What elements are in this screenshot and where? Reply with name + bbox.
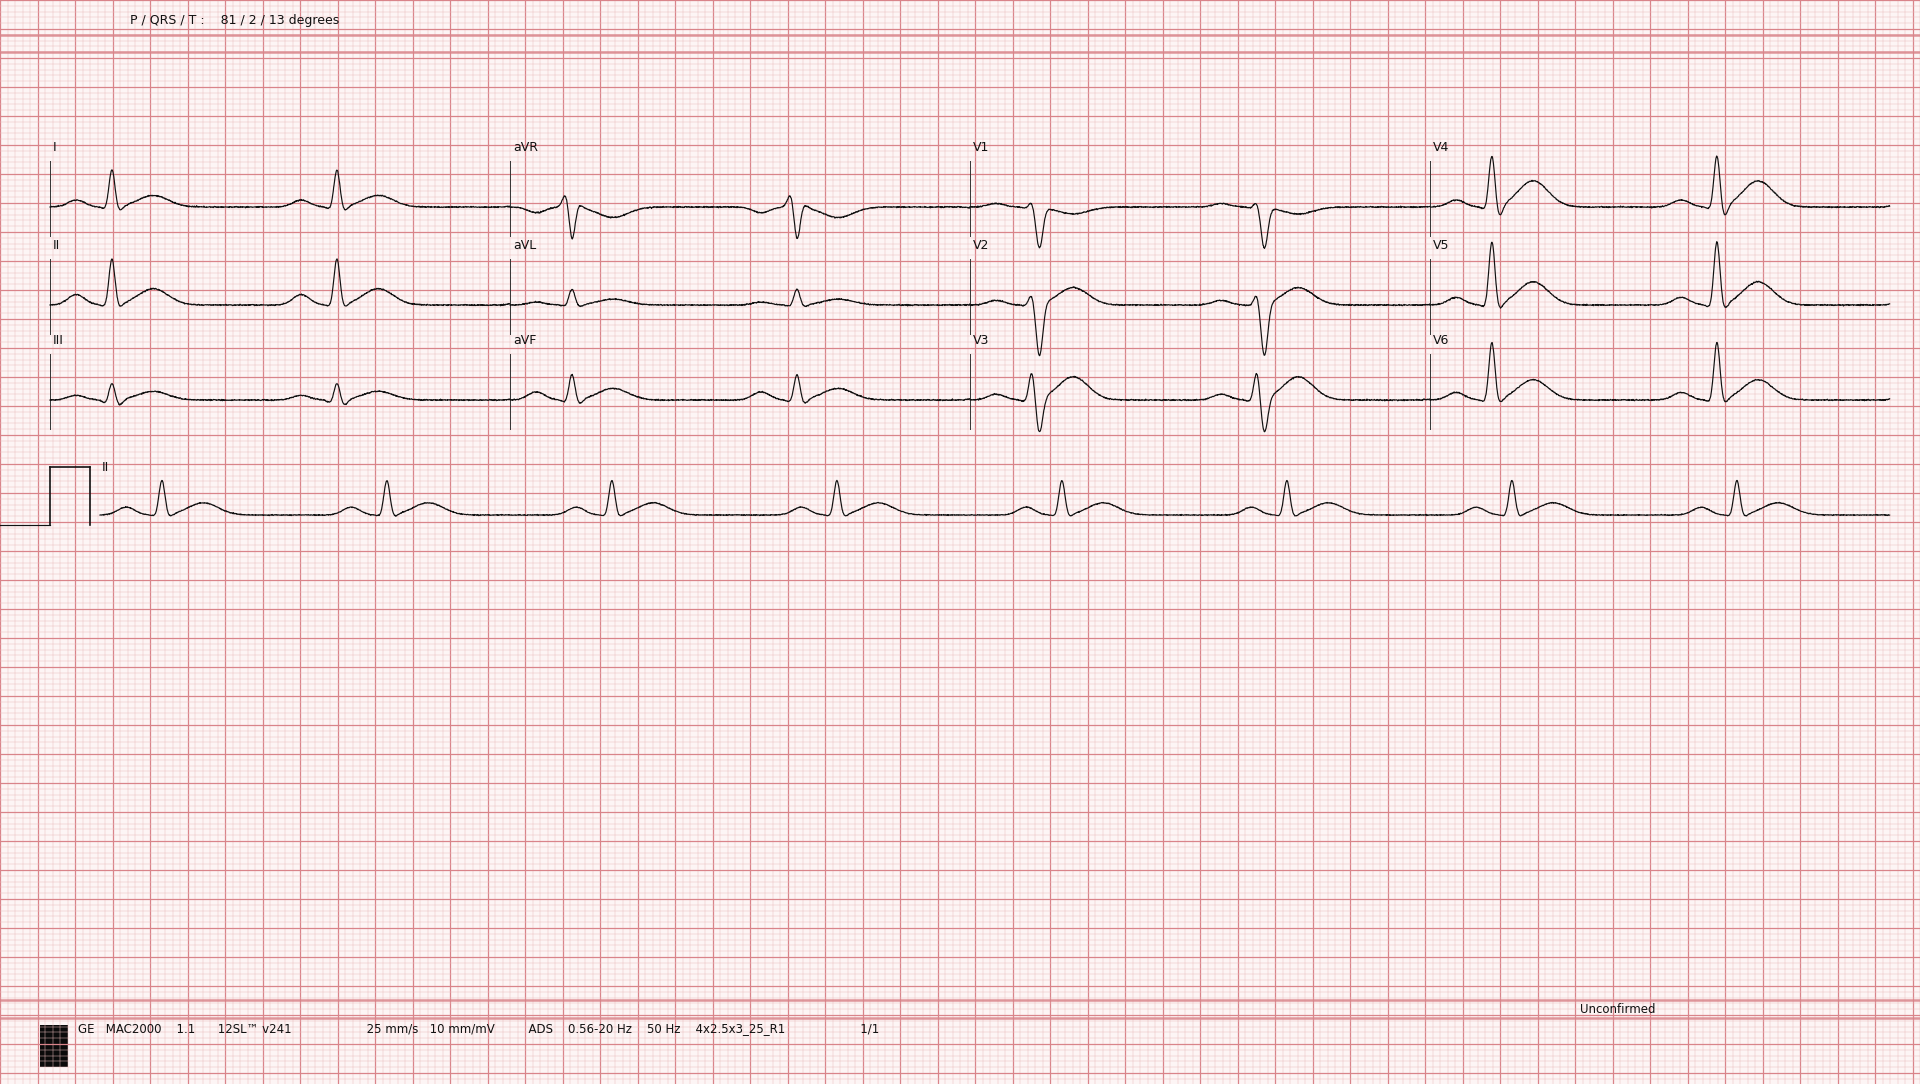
Text: II: II	[54, 238, 60, 251]
Text: I: I	[54, 141, 56, 154]
Text: Unconfirmed: Unconfirmed	[1580, 1003, 1655, 1016]
Text: aVF: aVF	[513, 334, 536, 347]
Text: V4: V4	[1432, 141, 1450, 154]
Text: P / QRS / T :    81 / 2 / 13 degrees: P / QRS / T : 81 / 2 / 13 degrees	[131, 14, 340, 27]
Text: V6: V6	[1432, 334, 1450, 347]
Text: aVL: aVL	[513, 238, 536, 251]
Text: V3: V3	[973, 334, 989, 347]
Text: aVR: aVR	[513, 141, 538, 154]
Text: V1: V1	[973, 141, 989, 154]
Text: V5: V5	[1432, 238, 1450, 251]
Text: V2: V2	[973, 238, 989, 251]
Text: GE   MAC2000    1.1      12SL™ v241                    25 mm/s   10 mm/mV       : GE MAC2000 1.1 12SL™ v241 25 mm/s 10 mm/…	[79, 1022, 879, 1035]
Text: III: III	[54, 334, 63, 347]
Bar	[40, 1025, 67, 1067]
Text: II: II	[102, 462, 109, 475]
